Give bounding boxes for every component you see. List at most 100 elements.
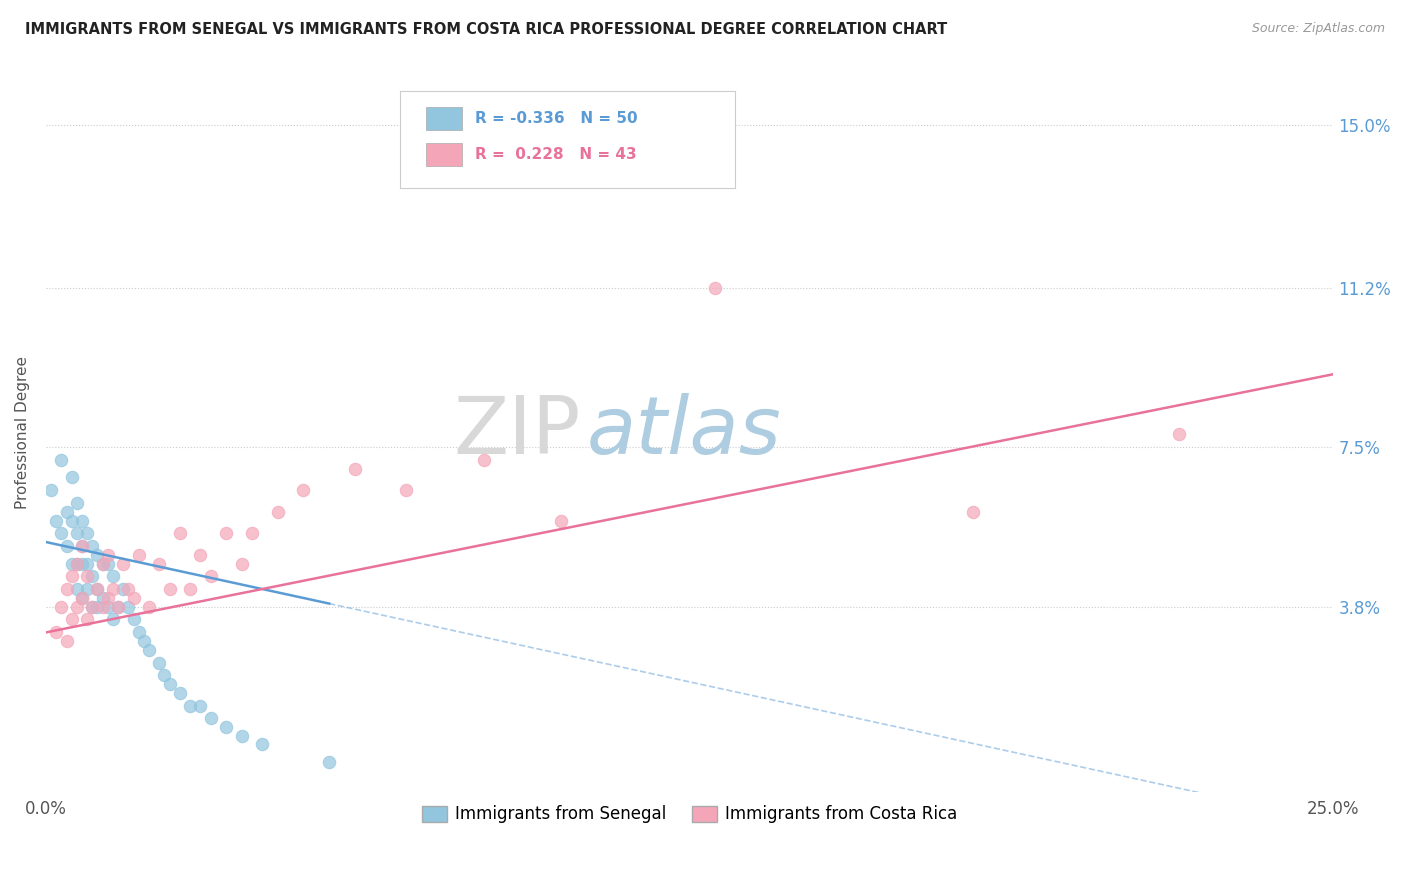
Point [107, 599, 129, 614]
Point [292, 483, 315, 498]
Point [200, 569, 222, 583]
Y-axis label: Professional Degree: Professional Degree [15, 356, 30, 508]
Point [76, 557, 98, 571]
Point [179, 698, 201, 713]
Point [45, 625, 67, 640]
Point [122, 591, 145, 605]
Point [550, 514, 572, 528]
Point [1167, 427, 1189, 442]
Point [91, 557, 114, 571]
Point [70, 539, 93, 553]
Point [148, 656, 170, 670]
Point [66, 599, 89, 614]
Point [76, 526, 98, 541]
Point [318, 755, 340, 769]
Text: Source: ZipAtlas.com: Source: ZipAtlas.com [1251, 22, 1385, 36]
Text: ZIP: ZIP [453, 393, 581, 471]
Point [60, 613, 83, 627]
Point [86, 582, 108, 597]
Point [51, 453, 73, 467]
Point [76, 582, 98, 597]
Point [91, 557, 114, 571]
FancyBboxPatch shape [401, 91, 735, 188]
Point [97, 599, 120, 614]
Point [101, 613, 124, 627]
Point [148, 557, 170, 571]
Point [159, 582, 181, 597]
Point [200, 711, 222, 725]
Point [66, 582, 89, 597]
Point [190, 548, 212, 562]
Point [395, 483, 418, 498]
Point [112, 557, 135, 571]
Point [66, 557, 89, 571]
Text: R = -0.336   N = 50: R = -0.336 N = 50 [475, 111, 637, 126]
Point [60, 514, 83, 528]
Point [472, 453, 495, 467]
Point [240, 526, 263, 541]
Point [101, 582, 124, 597]
Point [51, 599, 73, 614]
Point [91, 591, 114, 605]
Point [97, 557, 120, 571]
Legend: Immigrants from Senegal, Immigrants from Costa Rica: Immigrants from Senegal, Immigrants from… [415, 798, 965, 830]
Point [82, 569, 104, 583]
Point [39, 483, 62, 498]
Point [70, 557, 93, 571]
Point [169, 526, 191, 541]
Point [91, 599, 114, 614]
Point [159, 677, 181, 691]
Point [66, 496, 89, 510]
FancyBboxPatch shape [426, 107, 461, 130]
Point [153, 668, 176, 682]
Point [55, 505, 77, 519]
Point [267, 505, 290, 519]
Point [70, 539, 93, 553]
Point [55, 582, 77, 597]
Point [86, 548, 108, 562]
Point [45, 514, 67, 528]
Point [343, 462, 366, 476]
Point [86, 582, 108, 597]
Point [55, 634, 77, 648]
Point [190, 698, 212, 713]
Point [128, 625, 150, 640]
Point [82, 599, 104, 614]
FancyBboxPatch shape [426, 144, 461, 167]
Point [107, 599, 129, 614]
Text: IMMIGRANTS FROM SENEGAL VS IMMIGRANTS FROM COSTA RICA PROFESSIONAL DEGREE CORREL: IMMIGRANTS FROM SENEGAL VS IMMIGRANTS FR… [25, 22, 948, 37]
Point [82, 599, 104, 614]
Point [51, 526, 73, 541]
Point [138, 642, 160, 657]
Point [117, 582, 139, 597]
Point [97, 591, 120, 605]
Point [215, 720, 238, 734]
Point [138, 599, 160, 614]
Point [66, 557, 89, 571]
Point [70, 591, 93, 605]
Point [169, 686, 191, 700]
Point [66, 526, 89, 541]
Point [117, 599, 139, 614]
Point [704, 281, 727, 295]
Text: R =  0.228   N = 43: R = 0.228 N = 43 [475, 147, 637, 162]
Point [215, 526, 238, 541]
Point [122, 613, 145, 627]
Point [962, 505, 984, 519]
Point [252, 737, 274, 751]
Point [60, 470, 83, 484]
Point [101, 569, 124, 583]
Point [60, 569, 83, 583]
Point [70, 514, 93, 528]
Point [82, 539, 104, 553]
Point [55, 539, 77, 553]
Point [86, 599, 108, 614]
Point [76, 569, 98, 583]
Point [76, 613, 98, 627]
Point [179, 582, 201, 597]
Point [70, 591, 93, 605]
Point [231, 729, 253, 743]
Point [128, 548, 150, 562]
Point [112, 582, 135, 597]
Point [60, 557, 83, 571]
